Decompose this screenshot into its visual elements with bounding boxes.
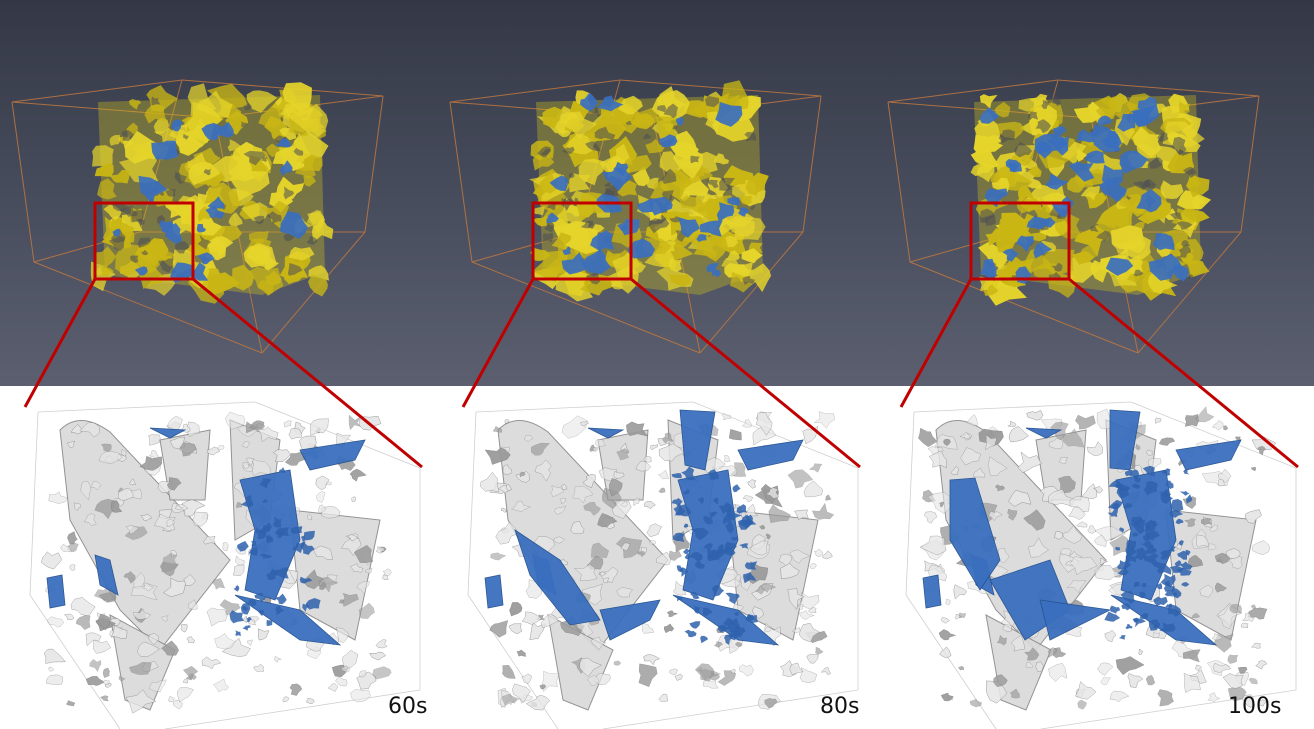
zoom-connector-line	[23, 278, 97, 408]
zoom-indicator-2	[899, 201, 1299, 469]
zoom-volume-frame	[29, 401, 421, 729]
zoom-region-box	[969, 201, 1071, 281]
volume-panel-0	[11, 79, 384, 354]
fluid-surfaces	[484, 409, 804, 646]
zoom-indicator-0	[23, 201, 423, 469]
volume-panel-2	[887, 79, 1260, 354]
grain-surfaces	[480, 411, 835, 711]
zoom-region-box	[93, 201, 195, 281]
time-label-60s: 60s	[388, 694, 428, 719]
time-label-80s: 80s	[820, 694, 860, 719]
zoomed-rendering-1	[467, 401, 859, 729]
time-label-100s: 100s	[1228, 694, 1282, 719]
zoom-volume-frame	[905, 401, 1297, 729]
zoom-connector-line	[192, 277, 423, 469]
zoomed-rendering-0	[29, 401, 421, 729]
zoom-connector-line	[461, 278, 535, 408]
zoom-volume-frame	[467, 401, 859, 729]
zoom-connector-line	[630, 277, 861, 469]
zoom-connector-line	[1068, 277, 1299, 469]
zoom-indicator-1	[461, 201, 861, 469]
zoomed-rendering-2	[905, 401, 1297, 729]
pore-volume	[970, 92, 1212, 306]
fluid-surfaces	[46, 427, 366, 646]
pore-volume	[529, 80, 772, 302]
zoom-connector-line	[899, 278, 973, 408]
pore-volume	[90, 82, 334, 304]
zoom-region-box	[531, 201, 633, 281]
fluid-surfaces	[922, 409, 1242, 646]
volume-panel-1	[449, 79, 822, 354]
